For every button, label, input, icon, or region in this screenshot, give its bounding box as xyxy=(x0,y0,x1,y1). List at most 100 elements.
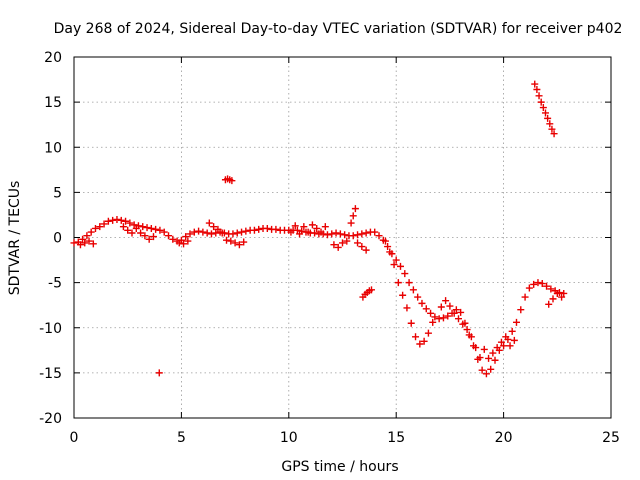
axis-ticks xyxy=(73,56,612,419)
data-point xyxy=(439,314,447,322)
data-point xyxy=(450,309,458,317)
data-point xyxy=(493,344,501,352)
data-point xyxy=(531,80,539,88)
data-point xyxy=(175,239,183,247)
data-point xyxy=(83,232,91,240)
data-point xyxy=(240,238,248,246)
data-point xyxy=(100,220,108,228)
data-point xyxy=(399,291,407,299)
data-point xyxy=(558,293,566,301)
data-point xyxy=(296,230,304,238)
data-point xyxy=(119,223,127,231)
data-point xyxy=(444,312,452,320)
data-point xyxy=(358,230,366,238)
x-tick-label: 15 xyxy=(387,430,405,446)
data-point xyxy=(349,232,357,240)
data-point xyxy=(354,239,362,247)
data-point xyxy=(235,241,243,249)
data-point xyxy=(396,262,404,270)
data-point xyxy=(207,230,215,238)
data-point xyxy=(457,308,465,316)
y-tick-label: 5 xyxy=(53,185,62,201)
data-point xyxy=(517,306,525,314)
series-2 xyxy=(155,80,558,377)
data-point xyxy=(371,228,379,236)
data-point xyxy=(117,216,125,224)
data-point xyxy=(480,345,488,353)
data-point xyxy=(343,237,351,245)
data-point xyxy=(546,120,554,128)
data-point xyxy=(229,230,237,238)
data-point xyxy=(272,225,280,233)
data-point xyxy=(533,85,541,93)
data-point xyxy=(414,293,422,301)
data-point xyxy=(478,366,486,374)
data-point xyxy=(459,320,467,328)
data-point xyxy=(454,315,462,323)
data-point xyxy=(218,229,226,237)
data-point xyxy=(169,235,177,243)
data-point xyxy=(541,109,549,117)
data-point xyxy=(362,229,370,237)
data-point xyxy=(394,279,402,287)
data-point xyxy=(424,329,432,337)
data-point xyxy=(214,225,222,233)
data-point xyxy=(332,229,340,237)
data-point xyxy=(427,309,435,317)
data-point xyxy=(508,327,516,335)
data-point xyxy=(203,229,211,237)
data-point xyxy=(476,354,484,362)
data-point xyxy=(491,356,499,364)
y-tick-label: -5 xyxy=(48,276,62,292)
data-point xyxy=(375,232,383,240)
data-point xyxy=(409,286,417,294)
data-point xyxy=(351,205,359,213)
data-point xyxy=(553,289,561,297)
data-point xyxy=(87,228,95,236)
data-point xyxy=(212,229,220,237)
data-point xyxy=(431,313,439,321)
data-point xyxy=(122,217,130,225)
data-point xyxy=(506,342,514,350)
data-point xyxy=(412,333,420,341)
x-tick-labels: 0 5 10 15 20 25 xyxy=(70,430,620,446)
data-point xyxy=(537,98,545,106)
data-point xyxy=(381,237,389,245)
data-point xyxy=(321,223,329,231)
data-point xyxy=(502,333,510,341)
data-point xyxy=(521,293,529,301)
data-point xyxy=(530,280,538,288)
data-point xyxy=(418,299,426,307)
data-point xyxy=(81,239,89,247)
data-point xyxy=(96,223,104,231)
data-point xyxy=(422,305,430,313)
data-point xyxy=(180,240,188,248)
y-tick-labels: -20 -15 -10 -5 0 5 10 15 20 xyxy=(39,50,62,427)
data-point xyxy=(104,217,112,225)
data-point xyxy=(145,235,153,243)
data-point xyxy=(184,237,192,245)
data-point xyxy=(497,338,505,346)
data-point xyxy=(126,219,134,227)
data-point xyxy=(79,235,87,243)
data-point xyxy=(512,318,520,326)
data-point xyxy=(407,319,415,327)
data-point xyxy=(330,241,338,249)
chart-title: Day 268 of 2024, Sidereal Day-to-day VTE… xyxy=(54,21,623,37)
data-point xyxy=(358,243,366,251)
data-point xyxy=(544,114,552,122)
data-point xyxy=(386,248,394,256)
y-tick-label: 20 xyxy=(44,50,62,66)
data-point xyxy=(367,286,375,294)
data-point xyxy=(362,246,370,254)
data-point xyxy=(85,237,93,245)
data-points xyxy=(70,80,568,378)
data-point xyxy=(76,241,84,249)
data-point xyxy=(233,229,241,237)
data-point xyxy=(328,230,336,238)
data-point xyxy=(132,224,140,232)
data-point xyxy=(560,289,568,297)
data-point xyxy=(190,228,198,236)
data-point xyxy=(291,222,299,230)
